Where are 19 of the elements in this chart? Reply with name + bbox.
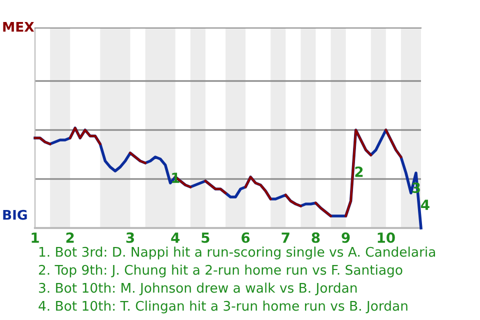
text: MEX	[3, 22, 34, 32]
annotation: 2	[355, 166, 363, 177]
text: 2. Top 9th: J. Chung hit a 2-run home run vs F. Santiago	[38, 264, 402, 278]
annotation: 1	[172, 172, 180, 183]
x-tick-label: 10	[378, 232, 395, 243]
text: BIG	[3, 210, 27, 220]
x-tick-label: 9	[342, 232, 350, 243]
x-tick-label: 1	[32, 232, 39, 243]
text: 3. Bot 10th: M. Johnson drew a walk vs B. Jordan	[39, 282, 357, 296]
x-tick-label: 6	[242, 232, 250, 243]
text: 4. Bot 10th: T. Clingan hit a 3-run home run vs B. Jordan	[38, 300, 408, 314]
x-tick-label: 7	[282, 232, 290, 243]
annotation: 4	[421, 200, 430, 210]
x-tick-label: 3	[126, 232, 134, 243]
x-tick-label: 5	[202, 232, 210, 243]
x-tick-label: 4	[171, 232, 180, 243]
x-tick-label: 2	[66, 232, 74, 243]
x-tick-label: 8	[312, 232, 320, 243]
text: 1. Bot 3rd: D. Nappi hit a run-scoring single vs A. Candelaria	[39, 246, 435, 260]
